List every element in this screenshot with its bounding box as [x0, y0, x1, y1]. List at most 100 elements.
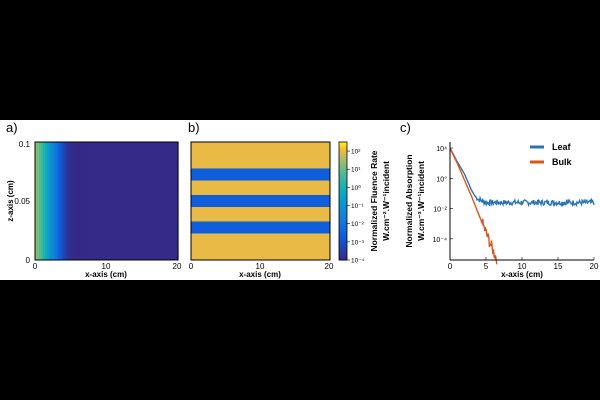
- panel-c-xtick-label: 10: [518, 262, 527, 271]
- heatmap-a-cell: [115, 142, 119, 260]
- colorbar-segment: [339, 224, 347, 228]
- colorbar-segment: [339, 214, 347, 218]
- heatmap-b-band: [191, 142, 330, 169]
- colorbar-segment: [339, 222, 347, 226]
- colorbar-ticks: 10² 10¹ 10⁰ 10⁻¹ 10⁻² 10⁻³ 10⁻⁴: [347, 149, 365, 265]
- legend-leaf-label: Leaf: [552, 142, 572, 152]
- heatmap-a-cell: [85, 142, 88, 260]
- panel-c-xtick-label: 0: [448, 262, 453, 271]
- heatmap-a-cell: [97, 142, 101, 260]
- panel-b-xtick-0: 0: [189, 262, 194, 271]
- heatmap-a-cell: [117, 142, 121, 260]
- panel-a-xtick-10: 10: [102, 262, 111, 271]
- colorbar-segment: [339, 165, 347, 169]
- heatmap-a-cell: [51, 142, 54, 260]
- heatmap-a-cell: [103, 142, 107, 260]
- colorbar-segment: [339, 181, 347, 184]
- heatmap-a-cell: [67, 142, 70, 260]
- series-line-leaf: [449, 147, 595, 208]
- colorbar-segment: [339, 163, 347, 167]
- colorbar-segment: [339, 149, 347, 153]
- panel-c-xlabel: x-axis (cm): [501, 270, 543, 279]
- colorbar-segment: [339, 212, 347, 216]
- colorbar-segment: [339, 167, 347, 171]
- colorbar-segment: [339, 236, 347, 239]
- panel-b-frame: [190, 141, 331, 261]
- panel-a-xtick-20: 20: [173, 262, 182, 271]
- heatmap-a-cell: [107, 142, 111, 260]
- heatmap-a-cell: [65, 142, 68, 260]
- heatmap-a-cell: [95, 142, 99, 260]
- heatmap-b-band: [191, 207, 330, 222]
- heatmap-b-band: [191, 233, 330, 261]
- colorbar-segment: [339, 157, 347, 161]
- heatmap-a-cell: [169, 142, 173, 260]
- heatmap-a-cell: [55, 142, 58, 260]
- heatmap-a-cell: [127, 142, 131, 260]
- colorbar-segment: [339, 228, 347, 231]
- colorbar-segment: [339, 204, 347, 208]
- colorbar-segment: [339, 193, 347, 196]
- heatmap-a-cell: [105, 142, 109, 260]
- colorbar-tick-label: 10²: [351, 149, 361, 156]
- panel-c-ytick-label: 10°: [436, 175, 447, 183]
- colorbar-segment: [339, 159, 347, 163]
- colorbar-segment: [339, 258, 347, 261]
- heatmap-a-cell: [91, 142, 95, 260]
- heatmap-a-cell: [161, 142, 165, 260]
- heatmap-a-cell: [73, 142, 76, 260]
- heatmap-b-band: [191, 180, 330, 196]
- colorbar-segment: [339, 177, 347, 180]
- panel-b-xtick-10: 10: [256, 262, 265, 271]
- colorbar-gradient: [339, 142, 347, 261]
- panel-c-ylabel-line2: W.cm⁻³.W⁻¹incident: [416, 161, 426, 241]
- colorbar-segment: [339, 153, 347, 157]
- colorbar-frame: [338, 141, 348, 261]
- colorbar-segment: [339, 201, 347, 204]
- heatmap-a-cell: [45, 142, 48, 260]
- panel-a: a) 0.1 0.05 0 0 10 20 x-axis (cm) z-axis…: [6, 120, 182, 279]
- heatmap-a-cell: [153, 142, 157, 260]
- heatmap-a-cell: [99, 142, 103, 260]
- colorbar-segment: [339, 147, 347, 151]
- panel-b-xlabel: x-axis (cm): [239, 270, 281, 279]
- panel-a-ytick-mid: 0.05: [14, 197, 30, 206]
- colorbar-segment: [339, 169, 347, 172]
- colorbar-segment: [339, 145, 347, 149]
- heatmap-a-cell: [71, 142, 74, 260]
- heatmap-a-cell: [109, 142, 113, 260]
- heatmap-a-cell: [53, 142, 56, 260]
- panel-a-letter: a): [6, 120, 18, 135]
- heatmap-a-cell: [87, 142, 90, 260]
- colorbar-segment: [339, 206, 347, 210]
- panel-a-heatmap: [35, 142, 179, 260]
- panel-a-ylabel: z-axis (cm): [6, 180, 15, 222]
- colorbar-segment: [339, 234, 347, 237]
- colorbar-segment: [339, 220, 347, 224]
- colorbar-segment: [339, 143, 347, 147]
- colorbar-segment: [339, 218, 347, 222]
- colorbar-segment: [339, 171, 347, 174]
- heatmap-a-cell: [61, 142, 64, 260]
- panel-c-lines: [449, 147, 595, 265]
- heatmap-a-cell: [121, 142, 125, 260]
- heatmap-a-cell: [171, 142, 175, 260]
- colorbar-segment: [339, 189, 347, 192]
- heatmap-b-band: [191, 194, 330, 208]
- colorbar-segment: [339, 254, 347, 257]
- heatmap-a-cell: [163, 142, 167, 260]
- colorbar-segment: [339, 226, 347, 230]
- colorbar-segment: [339, 242, 347, 245]
- heatmap-a-cell: [143, 142, 147, 260]
- colorbar-segment: [339, 216, 347, 220]
- panel-c-xtick-label: 20: [590, 262, 599, 271]
- colorbar-segment: [339, 244, 347, 247]
- heatmap-a-cell: [155, 142, 159, 260]
- colorbar-segment: [339, 191, 347, 194]
- legend-bulk-label: Bulk: [552, 157, 572, 167]
- heatmap-a-cell: [113, 142, 117, 260]
- colorbar-segment: [339, 142, 347, 145]
- panel-a-ytick-top: 0.1: [19, 140, 31, 149]
- panel-a-xlabel: x-axis (cm): [85, 270, 127, 279]
- heatmap-a-cell: [37, 142, 40, 260]
